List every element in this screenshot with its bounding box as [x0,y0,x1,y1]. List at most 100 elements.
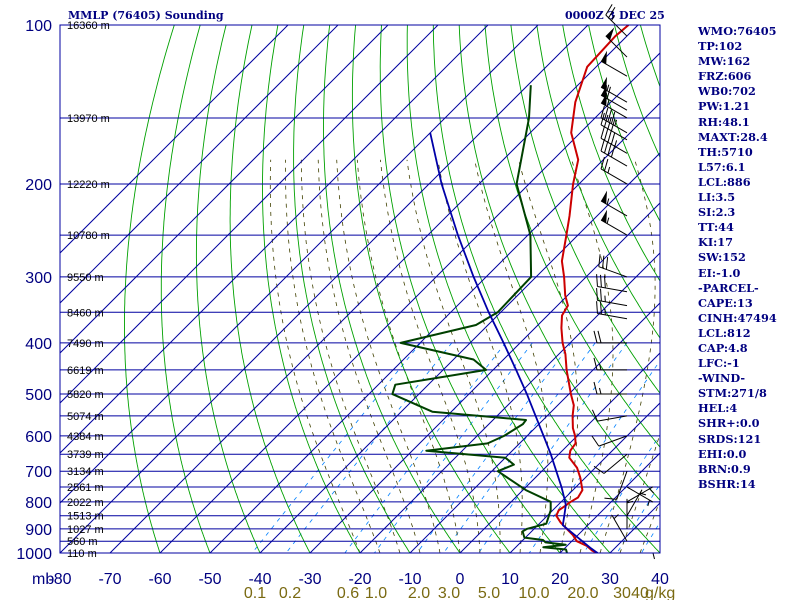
wind-barb-flag [593,465,605,474]
temperature-tick-label: -80 [48,571,71,588]
index-row: RH:48.1 [698,114,750,129]
wind-barb-staff [597,313,628,320]
isotherm [60,25,539,504]
isotherm [259,152,660,553]
isotherm [60,25,439,404]
wind-barb-flag [600,139,605,152]
height-label: 4384 m [67,431,104,443]
wind-barb-pennant [601,190,608,204]
wind-barb-flag [604,128,609,141]
wind-barb-staff [626,489,643,516]
mixing-ratio-label: 2.0 [408,585,430,600]
mixing-ratio-label: 10.0 [518,585,549,600]
wind-barb [591,409,628,422]
mixing-ratio-label: 3.0 [438,585,460,600]
index-row: TH:5710 [698,144,753,159]
moist-adiabat [599,159,656,553]
wind-barb-half-flag [611,15,616,21]
wind-barb-pennant [601,50,608,65]
temperature-tick-label: -20 [348,571,371,588]
index-row: L57:6.1 [698,159,746,174]
wind-barb-flag [605,257,609,270]
wind-barb [611,514,628,542]
height-label: 3134 m [67,466,104,478]
index-row: BSHR:14 [698,476,756,491]
wind-barb-flag [606,86,611,99]
mixing-ratio-unit: g/kg [645,585,675,600]
wind-barb-half-flag [639,492,647,496]
wind-barb-flag [600,301,602,315]
isotherm [60,25,589,553]
wind-barb-staff [597,299,628,307]
index-row: EHI:0.0 [698,446,747,461]
wind-barb-flag [596,301,598,314]
moist-adiabat [406,159,501,553]
index-row: CAPE:13 [698,295,753,310]
isotherm [409,302,660,553]
pressure-tick-label: 300 [25,270,52,287]
height-label: 3739 m [67,449,104,461]
plot-frame [59,24,661,554]
wind-barb [591,435,628,447]
height-label: 10780 m [67,230,110,242]
wind-barb-staff [600,150,628,167]
wind-barb-flag [596,274,598,287]
wind-barb [600,50,628,77]
wind-barb-flag [593,381,598,395]
mixing-ratio-label: 40 [631,585,649,600]
plot-background [60,25,660,553]
index-row: SRDS:121 [698,431,762,446]
height-label: 110 m [67,548,97,560]
isotherm [60,25,489,454]
parcel-profile [429,132,599,553]
wind-barb-half-flag [647,499,650,507]
isotherm [309,202,660,553]
wind-barb-flag [591,409,598,422]
pressure-tick-label: 700 [25,464,52,481]
index-row: PW:1.21 [698,99,751,114]
wind-barb-flag [602,255,605,269]
wind-barb-half-flag [606,84,610,91]
wind-barb-half-flag [614,119,618,126]
index-row: STM:271/8 [698,386,767,401]
wind-barb-half-flag [652,552,655,560]
wind-barb [605,4,628,37]
wind-barb-staff [597,415,628,422]
wind-barb-pennant [601,76,608,91]
index-row: CINH:47494 [698,310,777,325]
isotherm [459,352,660,553]
wind-barbs [591,4,657,560]
temperature-tick-label: 20 [551,571,569,588]
wind-barb-flag [600,112,605,125]
moist-adiabat [269,159,361,553]
index-row: KI:17 [698,235,733,250]
wind-barb-half-flag [607,166,611,174]
wind-barb-flag [600,156,605,170]
height-label: 560 m [67,536,98,548]
temperature-tick-label: -60 [148,571,171,588]
mixing-ratio-label: 0.2 [279,585,301,600]
isotherm [60,25,289,254]
wind-barb [600,139,628,167]
pressure-tick-label: 900 [25,522,52,539]
wind-barb [593,357,627,371]
moist-adiabat [336,159,441,553]
index-row: LCL:812 [698,325,751,340]
temperature-tick-label: 0 [456,571,465,588]
wind-barb-staff [598,266,628,278]
pressure-tick-label: 600 [25,429,52,446]
wind-barb-staff [616,471,628,500]
wind-barb-flag [607,130,612,143]
wind-barb-staff [603,453,628,474]
wind-barb-flag [600,288,602,302]
wind-barb-flag [607,143,612,156]
wind-barb [600,190,628,217]
index-row: BRN:0.9 [698,461,751,476]
index-row: FRZ:606 [698,69,752,84]
wind-barb-half-flag [649,488,655,494]
wind-barb-staff [600,117,628,134]
wind-barb [593,453,628,474]
index-row: LCL:886 [698,174,751,189]
temperature-tick-label: 10 [501,571,519,588]
index-row: TT:44 [698,220,734,235]
